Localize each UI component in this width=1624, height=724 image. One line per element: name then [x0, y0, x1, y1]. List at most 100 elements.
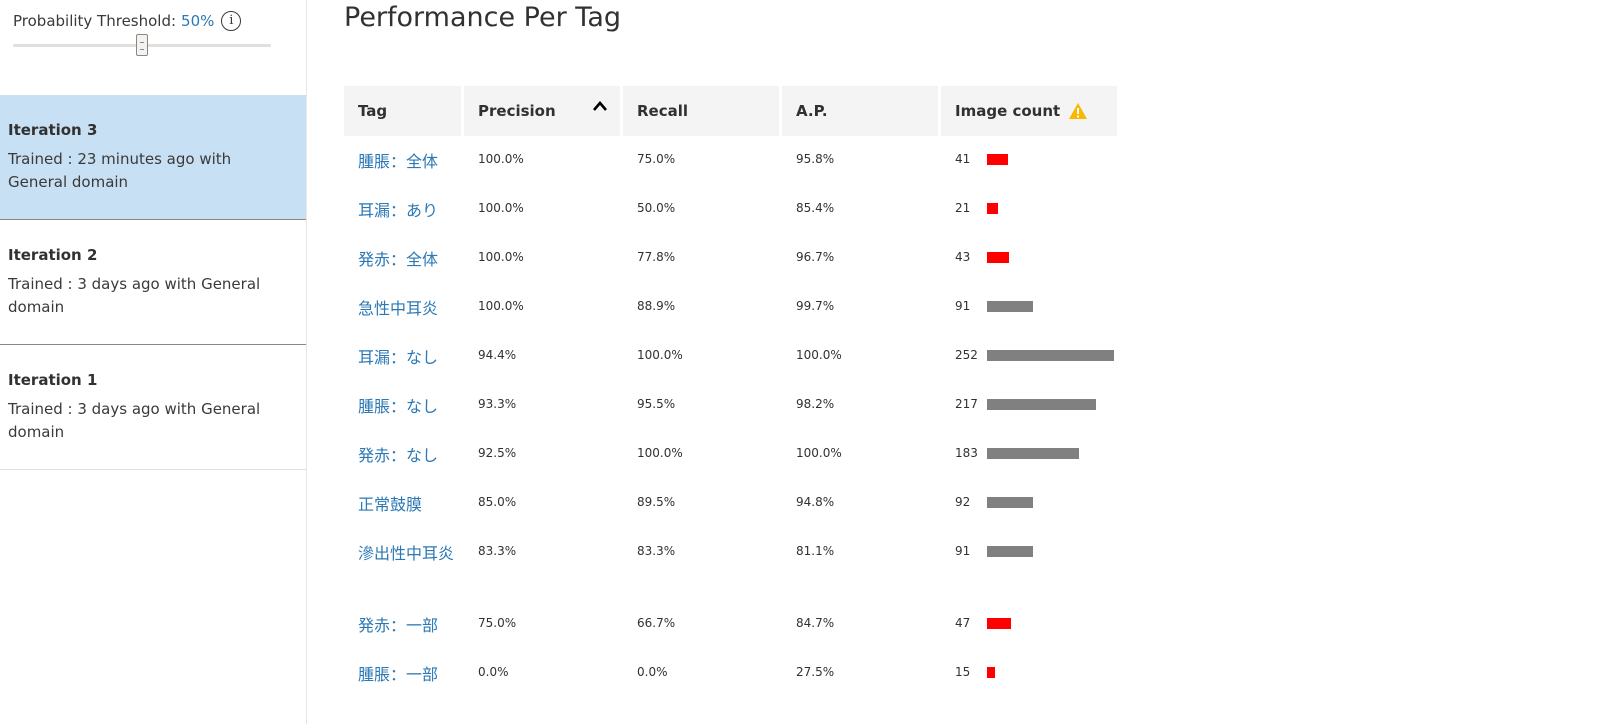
recall-cell: 50.0% [637, 201, 676, 215]
precision-cell: 85.0% [478, 495, 517, 509]
tag-link[interactable]: 腫脹：全体 [358, 152, 439, 171]
column-header-ap[interactable]: A.P. [782, 86, 938, 136]
iteration-description: Trained : 23 minutes ago with General do… [8, 150, 232, 191]
ap-cell: 100.0% [796, 446, 842, 460]
image-count-value: 252 [955, 348, 978, 362]
recall-cell: 75.0% [637, 152, 676, 166]
recall-cell: 66.7% [637, 616, 676, 630]
tag-cell: 耳漏：あり [344, 185, 464, 234]
precision-cell: 100.0% [478, 201, 524, 215]
table-row: 発赤：なし 92.5% 100.0% 100.0% 183 [344, 430, 1124, 479]
table-header: Tag Precision Recall A.P. Image count [344, 86, 1124, 136]
tag-link[interactable]: 急性中耳炎 [358, 299, 439, 318]
iteration-description: Trained : 3 days ago with General domain [8, 400, 261, 441]
tag-link[interactable]: 腫脹：一部 [358, 665, 439, 684]
tag-link[interactable]: 滲出性中耳炎 [358, 544, 455, 563]
iteration-item[interactable]: Iteration 3 Trained : 23 minutes ago wit… [0, 95, 306, 220]
table-body: 腫脹：全体 100.0% 75.0% 95.8% 41 耳漏：あり 100.0% 50.0% 8… [344, 136, 1124, 698]
column-header-label: Tag [358, 102, 388, 120]
image-count-cell: 15 [941, 649, 1117, 698]
image-count-cell: 252 [941, 332, 1117, 381]
image-count-value: 47 [955, 616, 971, 630]
table-row: 滲出性中耳炎 83.3% 83.3% 81.1% 91 [344, 528, 1124, 600]
ap-cell: 85.4% [796, 201, 835, 215]
iteration-name: Iteration 3 [8, 121, 98, 139]
image-count-bar [987, 497, 1033, 508]
table-row: 発赤：全体 100.0% 77.8% 96.7% 43 [344, 234, 1124, 283]
image-count-value: 43 [955, 250, 971, 264]
image-count-bar [987, 252, 1009, 263]
tag-cell: 腫脹：一部 [344, 649, 464, 698]
iteration-description: Trained : 3 days ago with General domain [8, 275, 261, 316]
iteration-name: Iteration 2 [8, 246, 98, 264]
image-count-bar [987, 154, 1008, 165]
tag-cell: 発赤：なし [344, 430, 464, 479]
recall-cell: 83.3% [637, 544, 676, 558]
ap-cell: 96.7% [796, 250, 835, 264]
image-count-cell: 183 [941, 430, 1117, 479]
performance-table: Tag Precision Recall A.P. Image count 腫脹… [344, 86, 1124, 698]
iteration-name: Iteration 1 [8, 371, 98, 389]
tag-cell: 滲出性中耳炎 [344, 528, 464, 600]
table-row: 急性中耳炎 100.0% 88.9% 99.7% 91 [344, 283, 1124, 332]
image-count-value: 91 [955, 299, 971, 313]
recall-cell: 77.8% [637, 250, 676, 264]
page-title: Performance Per Tag [344, 2, 622, 33]
recall-cell: 89.5% [637, 495, 676, 509]
image-count-cell: 91 [941, 528, 1117, 600]
tag-link[interactable]: 発赤：一部 [358, 616, 439, 635]
precision-cell: 100.0% [478, 299, 524, 313]
image-count-value: 91 [955, 544, 971, 558]
ap-cell: 81.1% [796, 544, 835, 558]
precision-cell: 100.0% [478, 250, 524, 264]
column-header-image-count[interactable]: Image count [941, 86, 1117, 136]
recall-cell: 100.0% [637, 348, 683, 362]
info-icon[interactable]: i [221, 11, 242, 31]
tag-link[interactable]: 発赤：なし [358, 446, 439, 465]
table-row: 耳漏：なし 94.4% 100.0% 100.0% 252 [344, 332, 1124, 381]
image-count-value: 21 [955, 201, 971, 215]
image-count-cell: 43 [941, 234, 1117, 283]
ap-cell: 27.5% [796, 665, 835, 679]
image-count-bar [987, 448, 1079, 459]
iteration-sidebar: Probability Threshold: 50% i Iteration 3… [0, 0, 307, 724]
image-count-bar [987, 667, 995, 678]
precision-cell: 0.0% [478, 665, 509, 679]
image-count-cell: 41 [941, 136, 1117, 185]
tag-link[interactable]: 正常鼓膜 [358, 495, 423, 514]
column-header-recall[interactable]: Recall [623, 86, 779, 136]
tag-cell: 耳漏：なし [344, 332, 464, 381]
column-header-precision[interactable]: Precision [464, 86, 620, 136]
column-header-label: Precision [478, 102, 556, 120]
tag-link[interactable]: 耳漏：なし [358, 348, 439, 367]
threshold-slider-thumb[interactable] [136, 34, 148, 56]
ap-cell: 98.2% [796, 397, 835, 411]
image-count-cell: 21 [941, 185, 1117, 234]
precision-cell: 83.3% [478, 544, 517, 558]
ap-cell: 94.8% [796, 495, 835, 509]
image-count-bar [987, 546, 1033, 557]
column-header-tag[interactable]: Tag [344, 86, 461, 136]
image-count-cell: 92 [941, 479, 1117, 528]
table-row: 腫脹：一部 0.0% 0.0% 27.5% 15 [344, 649, 1124, 698]
iteration-item[interactable]: Iteration 2 Trained : 3 days ago with Ge… [0, 220, 306, 345]
recall-cell: 0.0% [637, 665, 668, 679]
probability-threshold: Probability Threshold: 50% i [13, 11, 242, 31]
iteration-item[interactable]: Iteration 1 Trained : 3 days ago with Ge… [0, 345, 306, 470]
tag-cell: 発赤：一部 [344, 600, 464, 649]
tag-cell: 腫脹：なし [344, 381, 464, 430]
ap-cell: 95.8% [796, 152, 835, 166]
image-count-bar [987, 618, 1011, 629]
precision-cell: 94.4% [478, 348, 517, 362]
image-count-value: 92 [955, 495, 971, 509]
tag-link[interactable]: 耳漏：あり [358, 201, 439, 220]
image-count-bar [987, 399, 1096, 410]
image-count-cell: 91 [941, 283, 1117, 332]
tag-link[interactable]: 腫脹：なし [358, 397, 439, 416]
image-count-cell: 217 [941, 381, 1117, 430]
tag-cell: 発赤：全体 [344, 234, 464, 283]
image-count-bar [987, 301, 1033, 312]
image-count-value: 15 [955, 665, 971, 679]
tag-link[interactable]: 発赤：全体 [358, 250, 439, 269]
warning-icon [1069, 103, 1088, 119]
